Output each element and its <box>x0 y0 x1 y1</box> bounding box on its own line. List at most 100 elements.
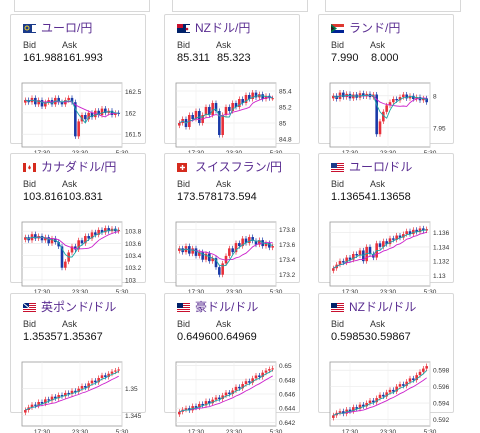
x-tick-label: 5:30 <box>270 429 283 433</box>
candle-body <box>258 240 261 245</box>
candle-body <box>244 381 248 385</box>
candle-body <box>211 399 214 404</box>
candle-body <box>372 400 375 403</box>
y-tick-label: 103.2 <box>125 265 142 272</box>
ma-short-line <box>333 94 427 119</box>
panel-title-text[interactable]: 豪ドル/ドル <box>195 300 259 314</box>
candle-body <box>54 396 57 399</box>
candle-body <box>204 401 208 406</box>
candle-body <box>388 238 392 245</box>
panel-title-text[interactable]: ユーロ/ドル <box>349 160 413 174</box>
panel-title-link[interactable]: カナダドル/円 <box>23 158 116 175</box>
rate-panel[interactable]: NZドル/ドル Bid Ask 0.598530.59867 0.598 0.596 0.5… <box>318 293 454 433</box>
candle-body <box>87 383 90 388</box>
price-chart[interactable]: 0.598 0.596 0.594 0.592 17:30 23:30 5:30 <box>323 353 451 433</box>
candle-body <box>97 110 100 115</box>
rate-panel[interactable]: 英ポンド/ドル Bid Ask 1.353571.35367 1.35 1.345 17:3… <box>10 293 146 433</box>
candle-body <box>418 371 422 376</box>
candle-body <box>34 404 37 406</box>
candle-body <box>40 236 44 241</box>
rate-panel[interactable]: ユーロ/円 Bid Ask 161.988161.993 162.5 162 161.5 17… <box>10 14 146 154</box>
panel-title-link[interactable]: スイスフラン/円 <box>177 158 282 175</box>
ma-short-line <box>179 95 273 124</box>
x-tick-label: 5:30 <box>270 289 283 293</box>
panel-title-link[interactable]: NZドル/円 <box>177 19 250 36</box>
candle-body <box>184 408 188 410</box>
candle-body <box>408 231 412 235</box>
candle-body <box>392 238 395 240</box>
panel-title-text[interactable]: ランド/円 <box>349 21 401 35</box>
panel-title-link[interactable]: 豪ドル/ドル <box>177 298 258 315</box>
candle-body <box>191 115 194 119</box>
candle-body <box>264 95 268 99</box>
rate-panel[interactable]: スイスフラン/円 Bid Ask 173.578173.594 173.8 173.6 17… <box>164 153 300 293</box>
ma-long-line <box>179 375 273 413</box>
candle-body <box>358 404 362 409</box>
ask-label: Ask <box>216 319 232 329</box>
eu-flag-icon <box>23 24 36 33</box>
price-chart[interactable]: 0.65 0.648 0.646 0.644 0.642 17:30 23:30 5:30 <box>169 353 297 433</box>
y-tick-label: 0.592 <box>433 417 450 424</box>
candle-body <box>231 390 234 394</box>
panel-title-link[interactable]: ランド/円 <box>331 19 400 36</box>
candle-body <box>84 236 87 244</box>
price-chart[interactable]: 103.8 103.6 103.4 103.2 103 17:30 23:30 5:30 <box>15 213 143 293</box>
candle-body <box>178 411 181 415</box>
y-tick-label: 0.65 <box>279 363 292 370</box>
candle-body <box>244 95 248 103</box>
candle-body <box>405 231 408 235</box>
ask-label: Ask <box>216 179 232 189</box>
candle-body <box>398 235 402 238</box>
candle-body <box>352 407 355 412</box>
nz-flag-icon <box>177 24 190 33</box>
panel-title-text[interactable]: NZドル/ドル <box>349 300 417 314</box>
candle-body <box>104 108 107 113</box>
panel-title-link[interactable]: 英ポンド/ドル <box>23 298 116 315</box>
panel-title-link[interactable]: ユーロ/ドル <box>331 158 412 175</box>
price-chart[interactable]: 173.8 173.6 173.4 173.2 17:30 23:30 5:30 <box>169 213 297 293</box>
candle-body <box>342 92 345 98</box>
candle-body <box>271 246 274 248</box>
y-tick-label: 0.598 <box>433 368 450 375</box>
panel-title-text[interactable]: スイスフラン/円 <box>195 160 282 174</box>
candle-body <box>251 92 254 99</box>
rate-panel[interactable]: NZドル/円 Bid Ask 85.311 85.323 85.4 85.2 85 84.8 17… <box>164 14 300 154</box>
panel-title-link[interactable]: ユーロ/円 <box>23 19 92 36</box>
rate-panel[interactable]: 豪ドル/ドル Bid Ask 0.649600.64969 0.65 0.648 0.646… <box>164 293 300 433</box>
y-tick-label: 173.2 <box>279 272 296 279</box>
candle-body <box>378 243 382 247</box>
y-tick-label: 103 <box>125 277 136 284</box>
candle-body <box>251 378 254 383</box>
price-chart[interactable]: 162.5 162 161.5 17:30 23:30 5:30 <box>15 74 143 154</box>
panel-title-link[interactable]: NZドル/ドル <box>331 298 416 315</box>
candle-body <box>241 238 244 247</box>
panel-title-text[interactable]: 英ポンド/ドル <box>41 300 117 314</box>
x-tick-label: 23:30 <box>226 429 243 433</box>
x-tick-label: 5:30 <box>270 150 283 154</box>
candle-body <box>47 100 50 103</box>
bid-value: 103.816 <box>23 191 63 203</box>
panel-title-text[interactable]: カナダドル/円 <box>41 160 117 174</box>
candle-body <box>44 399 47 404</box>
rate-panel[interactable]: ユーロ/ドル Bid Ask 1.136541.13658 1.136 1.134 1.13… <box>318 153 454 293</box>
panel-title-text[interactable]: ユーロ/円 <box>41 21 93 35</box>
panel-title-text[interactable]: NZドル/円 <box>195 21 251 35</box>
candle-body <box>408 95 412 99</box>
price-chart[interactable]: 8 7.95 17:30 23:30 5:30 <box>323 74 451 154</box>
candle-body <box>214 258 218 268</box>
price-chart[interactable]: 1.35 1.345 17:30 23:30 5:30 <box>15 353 143 433</box>
candle-body <box>224 107 228 115</box>
bid-value: 7.990 <box>331 52 359 64</box>
candle-body <box>47 399 50 401</box>
candle-body <box>104 375 107 377</box>
candle-body <box>24 100 27 103</box>
price-chart[interactable]: 85.4 85.2 85 84.8 17:30 23:30 5:30 <box>169 74 297 154</box>
candle-body <box>244 238 248 244</box>
rate-panel[interactable]: ランド/円 Bid Ask 7.990 8.000 8 7.95 17:30 23:30 5:30 <box>318 14 454 154</box>
y-tick-label: 173.6 <box>279 242 296 249</box>
candle-body <box>268 369 271 371</box>
bid-value: 85.311 <box>177 52 210 64</box>
x-tick-label: 5:30 <box>116 289 129 293</box>
price-chart[interactable]: 1.136 1.134 1.132 1.13 17:30 23:30 5:30 <box>323 213 451 293</box>
rate-panel[interactable]: カナダドル/円 Bid Ask 103.816103.831 103.8 103.6 103… <box>10 153 146 293</box>
